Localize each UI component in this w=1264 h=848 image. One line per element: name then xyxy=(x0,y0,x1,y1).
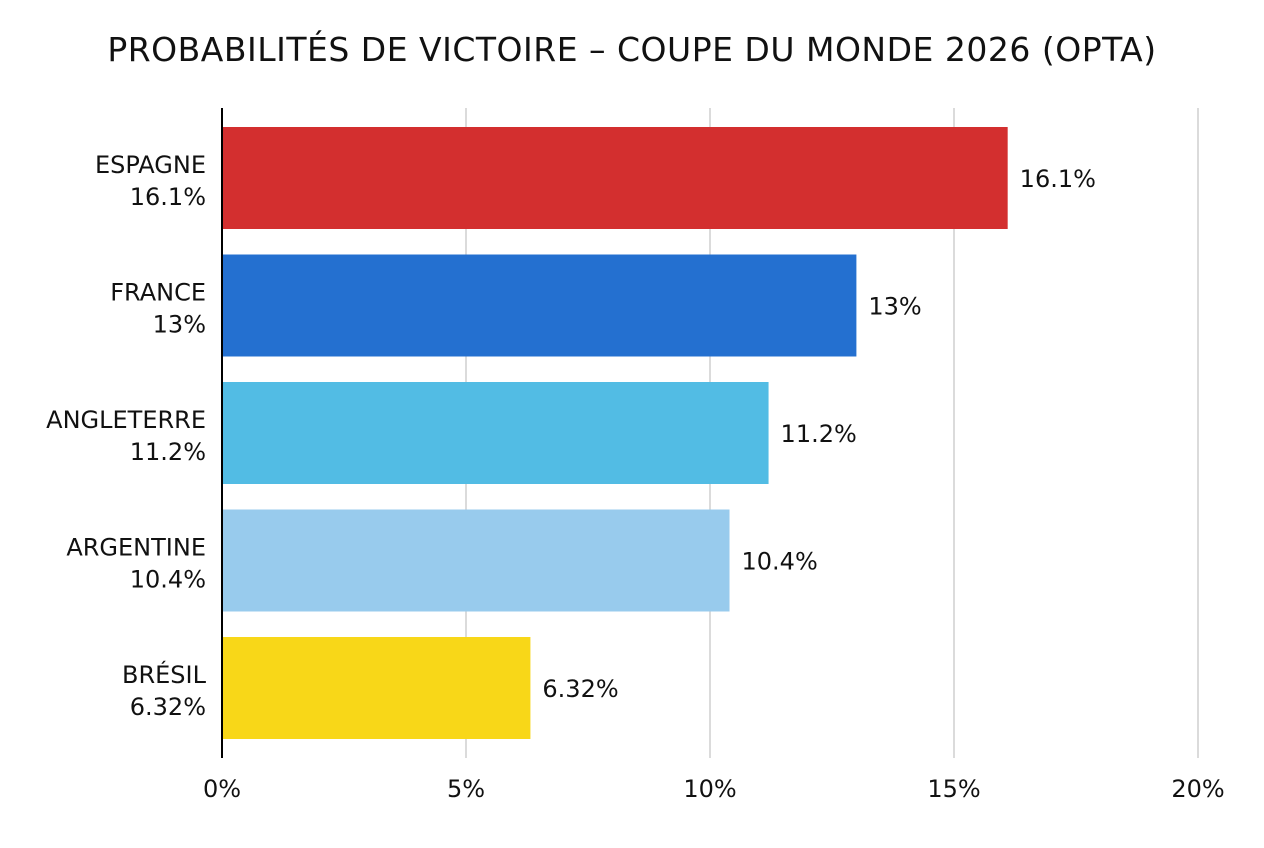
chart-title: PROBABILITÉS DE VICTOIRE – COUPE DU MOND… xyxy=(107,30,1157,69)
x-tick-label: 5% xyxy=(447,775,485,803)
bar xyxy=(222,382,769,484)
bars xyxy=(222,127,1008,739)
x-tick-label: 20% xyxy=(1171,775,1224,803)
data-label: 16.1% xyxy=(1020,165,1096,193)
x-tick-labels: 0% 5% 10% 15% 20% xyxy=(203,775,1225,803)
category-label: BRÉSIL xyxy=(122,660,207,689)
category-label: FRANCE xyxy=(110,279,206,307)
data-label: 13% xyxy=(868,293,921,321)
data-label: 10.4% xyxy=(742,548,818,576)
category-value-label: 10.4% xyxy=(130,566,206,594)
category-labels: ESPAGNE 16.1% FRANCE 13% ANGLETERRE 11.2% ARGE… xyxy=(46,151,206,721)
data-label: 11.2% xyxy=(781,420,857,448)
data-label: 6.32% xyxy=(542,675,618,703)
category-value-label: 16.1% xyxy=(130,183,206,211)
value-labels: 16.1% 13% 11.2% 10.4% 6.32% xyxy=(542,165,1096,703)
bar xyxy=(222,637,531,739)
x-tick-label: 10% xyxy=(683,775,736,803)
category-value-label: 6.32% xyxy=(130,693,206,721)
bar xyxy=(222,509,730,612)
x-tick-label: 0% xyxy=(203,775,241,803)
category-value-label: 11.2% xyxy=(130,438,206,466)
x-tick-label: 15% xyxy=(927,775,980,803)
category-label: ARGENTINE xyxy=(66,534,206,562)
category-label: ANGLETERRE xyxy=(46,406,206,434)
category-value-label: 13% xyxy=(153,311,206,339)
bar xyxy=(222,254,857,357)
bar xyxy=(222,127,1008,229)
category-label: ESPAGNE xyxy=(95,151,206,179)
